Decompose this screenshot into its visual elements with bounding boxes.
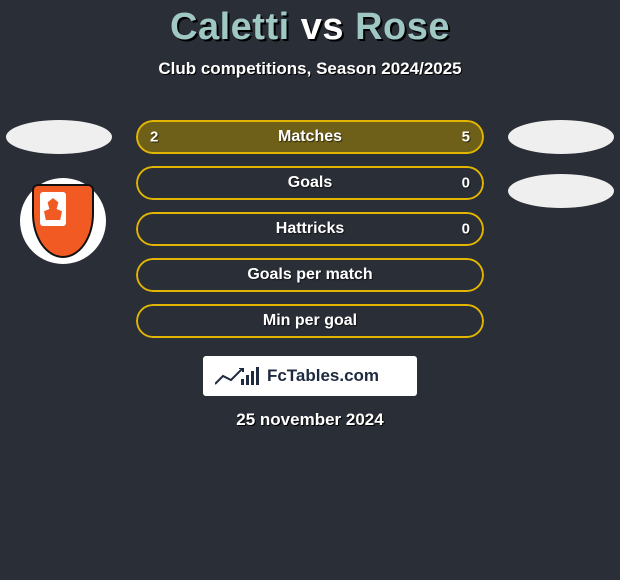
stat-row: Goals per match [136,258,484,292]
stat-left-value: 2 [150,129,158,146]
player2-flag [508,120,614,154]
stat-label: Goals per match [247,266,372,284]
stat-label: Matches [278,128,342,146]
stat-right-value: 0 [462,175,470,192]
page-title: Caletti vs Rose [0,0,620,49]
stat-row: Goals 0 [136,166,484,200]
stat-row: Matches 2 5 [136,120,484,154]
player1-club-badge [20,178,106,264]
bars-icon [241,367,259,385]
stat-row: Hattricks 0 [136,212,484,246]
stat-label: Min per goal [263,312,357,330]
stats-bars: Matches 2 5 Goals 0 Hattricks 0 Goals per match… [136,120,484,350]
stat-label: Goals [288,174,332,192]
stat-right-fill [233,120,484,154]
club-crest-icon [32,184,94,258]
stat-right-value: 5 [462,129,470,146]
stat-label: Hattricks [276,220,344,238]
player1-flag [6,120,112,154]
title-vs: vs [301,6,344,48]
subtitle: Club competitions, Season 2024/2025 [0,59,620,79]
source-badge-text: FcTables.com [267,366,379,386]
player2-club-placeholder [508,174,614,208]
title-player1: Caletti [170,6,290,48]
stat-row: Min per goal [136,304,484,338]
source-badge: FcTables.com [203,356,417,396]
stat-right-value: 0 [462,221,470,238]
date-label: 25 november 2024 [0,410,620,430]
title-player2: Rose [355,6,450,48]
